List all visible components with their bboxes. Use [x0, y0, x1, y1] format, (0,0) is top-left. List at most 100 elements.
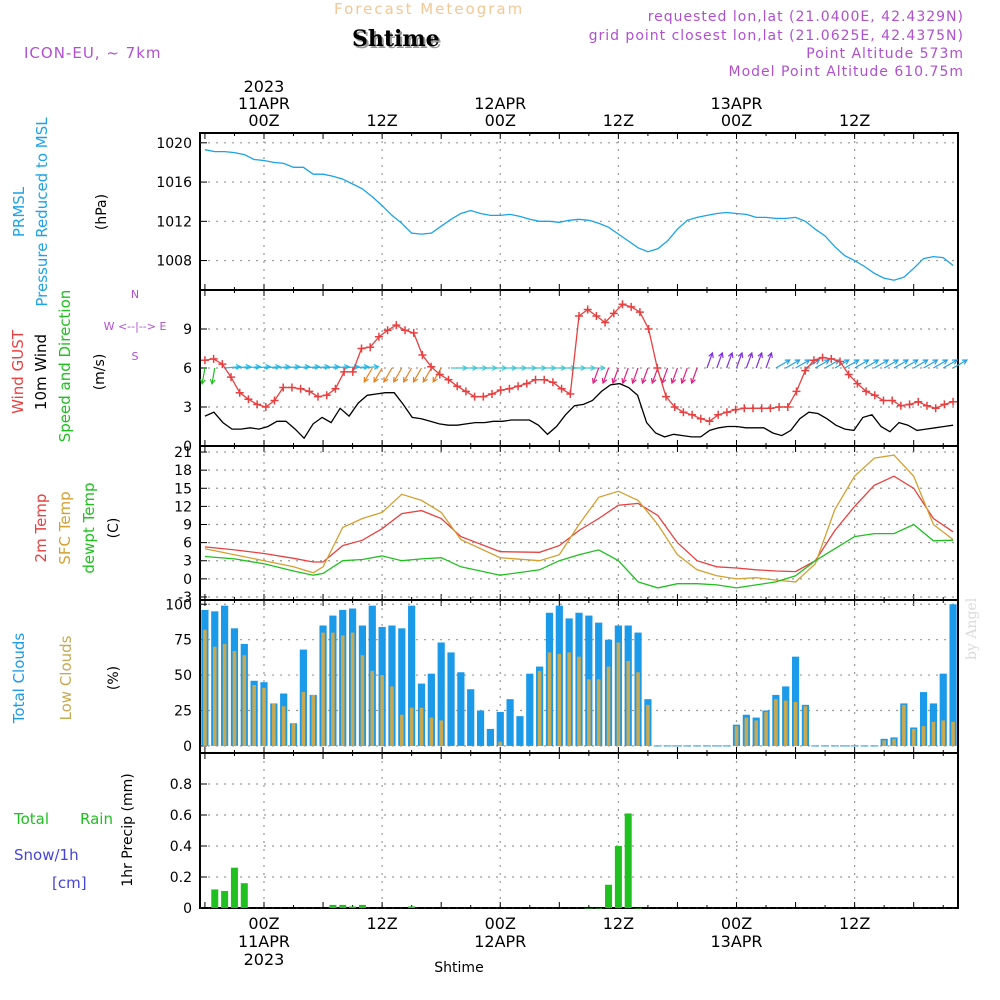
wind-direction-arrowhead [757, 351, 764, 358]
wind-direction-arrow [201, 367, 206, 384]
wind-gust-point [575, 312, 583, 320]
wind-direction-arrow [706, 352, 714, 369]
low-cloud-bar [301, 692, 306, 746]
wind-direction-arrowhead [893, 359, 900, 365]
wind-direction-arrow [903, 359, 919, 369]
wind-direction-arrow [313, 366, 330, 369]
wind-direction-arrowhead [843, 359, 850, 365]
y-tick-label: 1016 [156, 175, 192, 191]
wind-gust-point [775, 403, 784, 411]
wind-direction-arrow [362, 366, 379, 369]
wind-direction-arrow [913, 359, 928, 369]
total-cloud-bar [388, 625, 396, 746]
wind-direction-arrowhead [932, 359, 939, 365]
compass-s-label: S [132, 350, 139, 363]
wind-direction-arrow [244, 366, 261, 369]
wind-label: 10m Wind [32, 334, 50, 410]
wind-gust-point [888, 396, 897, 405]
bottom-time-label: 2023 [244, 950, 285, 969]
low-cloud-bar [203, 629, 207, 746]
wind-direction-arrow [854, 359, 869, 369]
wind-direction-arrow [874, 359, 889, 369]
bottom-time-label: 00Z [721, 914, 752, 933]
wind-direction-arrow [273, 366, 290, 369]
low-cloud-bar [774, 699, 778, 746]
y-tick-label: 1008 [156, 254, 192, 270]
wind-gust-point [522, 379, 531, 388]
low-cloud-bar [242, 655, 247, 746]
low-cloud-bar [577, 656, 581, 746]
wind-direction-arrow [363, 367, 373, 383]
wind-direction-arrow [263, 366, 280, 369]
wind-direction-arrow [933, 359, 948, 369]
wind-gust-point [696, 414, 705, 423]
low-cloud-bar [222, 643, 227, 746]
wind-direction-arrowhead [680, 378, 686, 385]
wind-direction-arrowhead [863, 359, 870, 365]
wind-direction-arrowhead [304, 364, 311, 370]
low-cloud-bar [439, 720, 443, 746]
y-tick-label: 0 [183, 739, 192, 755]
wind-gust-point [766, 404, 775, 413]
wind-direction-arrowhead [393, 376, 399, 383]
wind-direction-arrowhead [883, 359, 890, 365]
pressure-series-line [204, 149, 954, 281]
top-time-label: 00Z [485, 111, 516, 130]
top-time-label: 12APR [474, 94, 526, 113]
wind-direction-arrow [283, 366, 300, 369]
wind-direction-arrowhead [412, 376, 419, 383]
wind-direction-arrowhead [403, 376, 409, 383]
wind-direction-arrowhead [650, 378, 657, 385]
wind-gust-point [270, 396, 279, 405]
wind-gust-point [809, 356, 818, 365]
low-cloud-bar [931, 721, 936, 746]
wind-direction-arrowhead [373, 364, 380, 370]
total-cloud-bar [447, 652, 455, 746]
wind-direction-arrowhead [873, 359, 880, 365]
y-tick-label: -3 [178, 590, 192, 606]
bottom-time-label: 12Z [839, 914, 870, 933]
total-clouds-label: Total Clouds [10, 633, 28, 725]
total-cloud-bar [791, 656, 800, 746]
wind-direction-arrow [602, 367, 610, 384]
wind-direction-arrow [735, 352, 743, 369]
wind-gust-point [444, 375, 453, 384]
y-tick-label: 50 [174, 668, 192, 684]
wind-gust-point [644, 325, 653, 333]
wind-direction-arrowhead [631, 378, 637, 385]
wind-direction-arrowhead [804, 359, 811, 365]
requested-coords: requested lon,lat (21.0400E, 42.4329N) [647, 9, 964, 25]
wind-gust-point [366, 343, 375, 352]
wind-direction-arrow [352, 366, 369, 369]
total-label: Total [13, 810, 49, 828]
y-tick-label: 1020 [156, 136, 192, 152]
wind-gust-point [879, 396, 888, 405]
wind-direction-arrowhead [961, 359, 969, 365]
wind-direction-arrowhead [235, 364, 242, 370]
y-tick-label: 15 [174, 481, 192, 497]
wind-direction-arrow [612, 367, 619, 384]
wind-gust-point [488, 390, 497, 398]
low-cloud-bar [626, 660, 631, 746]
wind-gust-point [801, 366, 810, 375]
total-cloud-bar [437, 642, 445, 746]
low-cloud-bar [783, 700, 788, 746]
wind-direction-arrowhead [784, 359, 791, 365]
wind-direction-arrowhead [611, 378, 618, 385]
low-clouds-label: Low Clouds [57, 635, 75, 720]
wind-gust-point [479, 392, 488, 401]
wind-gust-point [209, 354, 218, 363]
wind-direction-arrowhead [363, 364, 370, 370]
total-cloud-bar [526, 673, 534, 746]
low-cloud-bar [587, 679, 591, 746]
wind-direction-label: Speed and Direction [56, 290, 74, 443]
panel-frame-pressure [199, 132, 959, 291]
wind-direction-arrowhead [767, 351, 773, 358]
wind-gust-point [557, 384, 566, 393]
wind-gust-point [583, 305, 592, 314]
rain-bar [634, 908, 642, 909]
wind-direction-arrowhead [824, 359, 831, 365]
wind-gust-point [305, 387, 314, 396]
total-cloud-bar [949, 604, 957, 746]
